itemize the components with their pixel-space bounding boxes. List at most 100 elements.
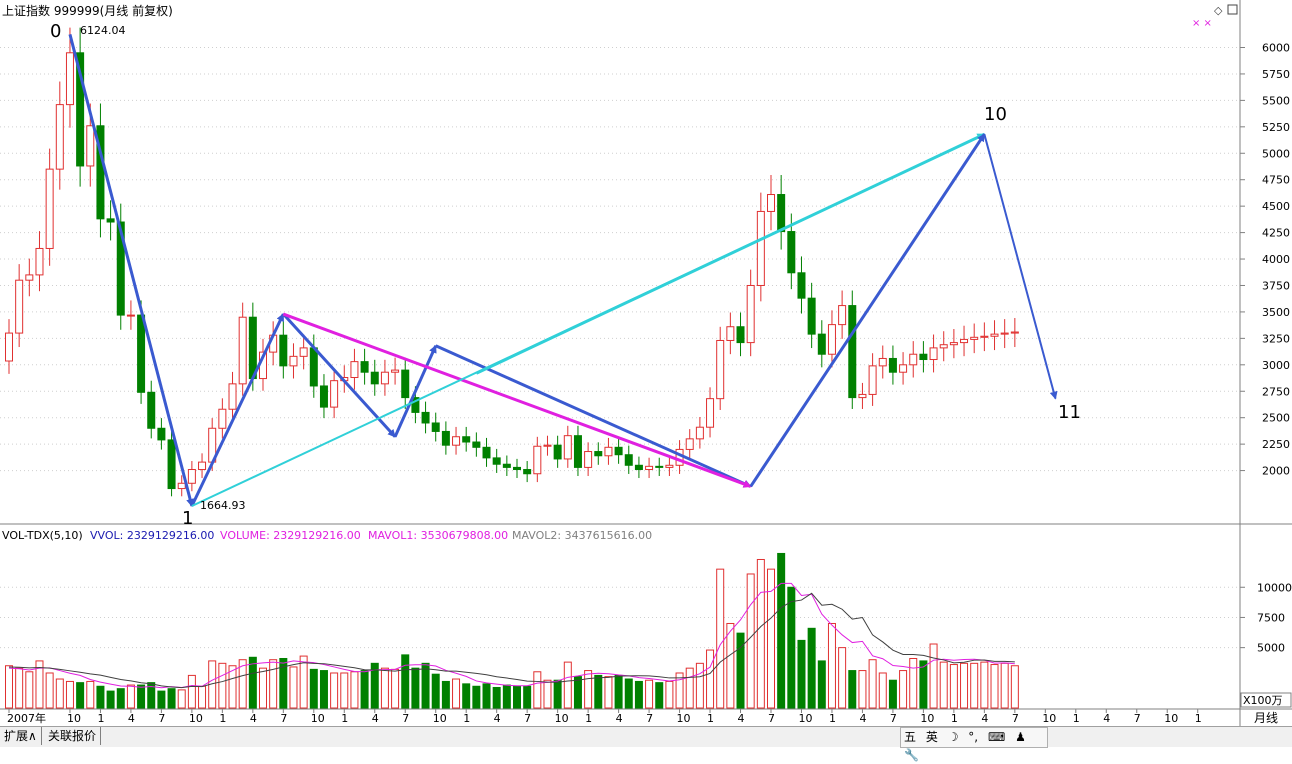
x-tick-label: 1 [829,712,836,725]
candle [1010,331,1019,334]
price-tick-label: 5000 [1262,147,1290,160]
volume-bar [452,678,461,709]
volume-bar [939,661,948,709]
tab-related-quotes[interactable]: 关联报价 [44,727,102,745]
volume-bar [645,679,654,709]
volume-bar [157,690,166,709]
candle [827,324,836,355]
volume-bar [655,682,664,709]
volume-bar [533,671,542,709]
volume-bar [431,673,440,709]
volume-bar [675,672,684,709]
volume-bar [838,647,847,709]
candle [756,210,765,286]
candle [55,104,64,170]
candle [238,316,247,385]
volume-bar [106,690,115,709]
candle [939,344,948,349]
vol-mavol1: MAVOL1: 3530679808.00 [368,529,508,542]
ime-wubi-icon[interactable]: 五 [904,730,917,744]
candle [167,439,176,490]
candle [370,371,379,385]
candle [777,194,786,233]
candle [970,336,979,340]
candle [441,430,450,446]
volume-bar [990,664,999,709]
ime-punct-icon[interactable]: °, [968,730,979,744]
volume-bar [330,672,339,709]
candle [177,482,186,490]
candle [726,326,735,341]
price-tick-label: 4250 [1262,227,1290,240]
candle [563,435,572,460]
candle [604,446,613,457]
x-tick-label: 10 [433,712,447,725]
candle [116,221,125,316]
volume-bar [218,662,227,709]
candle [65,52,74,106]
ime-settings-icon[interactable]: 🔧 [904,748,919,762]
volume-bar [76,682,85,709]
candle [431,422,440,432]
volume-bar [116,688,125,709]
candle [360,361,369,373]
candle [96,125,105,220]
volume-bar [279,657,288,709]
chart-title: 上证指数 999999(月线 前复权) [2,3,173,18]
ime-keyboard-icon[interactable]: ⌨ [987,730,1006,744]
x-tick-label: 4 [1103,712,1110,725]
wave-0-1-line [68,34,195,507]
volume-bar [482,683,491,709]
candle [1000,332,1009,335]
volume-bar [807,627,816,709]
x-tick-label: 10 [1164,712,1178,725]
candle [350,361,359,378]
marker-icon: × × [1192,18,1212,29]
ime-user-icon[interactable]: ♟ [1015,730,1026,744]
volume-bar [25,671,34,709]
wave-label-1: 1 [182,508,193,529]
vol-mavol2: MAVOL2: 3437615616.00 [512,529,652,542]
restore-icon[interactable] [1227,4,1238,15]
volume-bar [817,660,826,709]
candle [319,385,328,408]
volume-bar [319,670,328,709]
price-tick-label: 3750 [1262,279,1290,292]
volume-bar [401,654,410,709]
tab-expand[interactable]: 扩展∧ [0,727,42,745]
ime-english-icon[interactable]: 英 [925,730,938,744]
volume-bar [462,683,471,709]
x-tick-label: 10 [677,712,691,725]
candle [817,333,826,355]
volume-bar [960,662,969,709]
candlestick-chart[interactable]: 2000 2250 2500 2750 3000 3250 3500 3750 4000 4250… [0,0,1292,726]
volume-bar [167,688,176,709]
volume-bar [594,674,603,709]
candle [634,464,643,471]
volume-bar [726,622,735,709]
volume-bar [706,649,715,709]
candle [248,316,257,380]
candle [868,365,877,395]
candle [655,465,664,468]
x-tick-label: 10 [555,712,569,725]
volume-bars [5,552,1019,709]
price-tick-label: 3000 [1262,359,1290,372]
candle [665,464,674,468]
candle [960,338,969,344]
candle [807,297,816,335]
candle [584,451,593,468]
ime-toolbar[interactable]: 五 英 ☽ °, ⌨ ♟ 🔧 [900,727,1048,762]
x-tick-label: 7 [1012,712,1019,725]
low-price-label: 1664.93 [200,499,246,512]
candle [767,194,775,212]
volume-bar [634,680,643,709]
candle [137,314,146,393]
x-tick-label: 4 [859,712,866,725]
ime-moon-icon[interactable]: ☽ [947,730,959,744]
volume-bar [137,684,146,709]
candle [736,326,745,344]
diamond-icon[interactable]: ◇ [1214,4,1223,17]
volume-bar [624,678,633,709]
price-tick-label: 4000 [1262,253,1290,266]
